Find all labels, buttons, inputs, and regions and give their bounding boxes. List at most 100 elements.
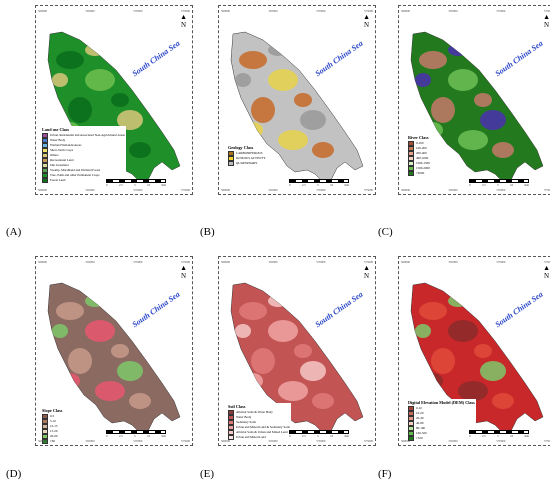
legend-label: 15-20 <box>50 429 58 434</box>
tick-label: 560000 <box>221 9 230 13</box>
legend-swatch <box>42 429 48 434</box>
tick-label: 560000 <box>38 188 47 192</box>
scale-label: 2.5 <box>301 183 306 187</box>
tick-label: 575000 <box>180 439 190 443</box>
legend-swatch <box>228 425 234 430</box>
map-zone <box>300 361 326 381</box>
coordinate-ticks-bottom: 560000 565000 570000 575000 <box>221 439 373 443</box>
legend-label: Others <box>50 153 59 158</box>
legend-label: >60 <box>50 439 55 444</box>
legend-swatch <box>42 138 48 143</box>
legend-label: CARBONIFEROUS <box>236 151 263 156</box>
tick-label: 565000 <box>85 439 95 443</box>
north-arrow-icon: ▲ N <box>363 264 370 281</box>
map-zone <box>415 73 431 87</box>
legend-item: Short-Term Crops <box>42 148 125 153</box>
coordinate-ticks-top: 560000 565000 570000 575000 <box>221 260 373 264</box>
tick-label: 560000 <box>38 439 47 443</box>
legend-title: River Class <box>408 135 429 140</box>
map-panel-d: 560000 565000 570000 575000 South China Sea ▲… <box>35 256 193 446</box>
tick-label: 575000 <box>543 9 550 13</box>
scale-label: Km <box>344 434 350 438</box>
map-zone <box>85 69 115 91</box>
tick-label: 560000 <box>401 188 410 192</box>
legend-label: Swamp, Marshland and Wetland Forest <box>50 168 101 173</box>
legend-item: >2000 <box>408 171 430 176</box>
legend-swatch <box>408 431 414 436</box>
legend-label: 0-100 <box>416 141 424 146</box>
legend-item: CARBONIFEROUS <box>228 151 266 156</box>
north-arrow-icon: ▲ N <box>543 13 550 30</box>
legend-label: 1000-1500 <box>416 161 430 166</box>
tick-label: 570000 <box>133 188 143 192</box>
legend-label: Urban and Mixed Land & Sedentary Soils <box>236 425 290 430</box>
tick-label: 575000 <box>180 260 190 264</box>
legend-label: Urban and Mixed Land <box>236 435 266 440</box>
tick-label: 575000 <box>180 9 190 13</box>
scale-label: 5 <box>134 183 136 187</box>
map-zone <box>268 44 288 56</box>
legend-swatch <box>408 151 414 156</box>
scale-label: Km <box>524 434 530 438</box>
tick-label: 575000 <box>543 439 550 443</box>
legend-label: Forest Land <box>50 178 66 183</box>
map-panel-b: 560000 565000 570000 575000 South China Sea ▲… <box>218 5 376 195</box>
map-legend: River Class 0-100 100-200 200-400 400-1000 10… <box>407 134 431 177</box>
legend-swatch <box>42 424 48 429</box>
coordinate-ticks-bottom: 560000 565000 570000 575000 <box>401 188 550 192</box>
coordinate-ticks-bottom: 560000 565000 570000 575000 <box>401 439 550 443</box>
map-legend: Soil Class Alluvial Soils & Water Body Wat… <box>227 403 291 441</box>
legend-item: Wetland Wetlands/Areas <box>42 143 125 148</box>
legend-item: Alluvial Soils & Water Body <box>228 410 290 415</box>
legend-label: Urban, Residential and Associated Non-Ag… <box>50 133 125 138</box>
legend-item: >60 <box>42 439 62 444</box>
north-label: N <box>181 21 187 29</box>
coordinate-ticks-bottom: 560000 565000 570000 575000 <box>221 188 373 192</box>
legend-item: 400-1000 <box>408 156 430 161</box>
panel-label-a: (A) <box>6 226 22 238</box>
map-panel-e: 560000 565000 570000 575000 South China Sea ▲… <box>218 256 376 446</box>
tick-label: 575000 <box>363 439 373 443</box>
north-label: N <box>364 272 370 280</box>
legend-swatch <box>228 156 234 161</box>
scale-label: Km <box>344 183 350 187</box>
map-zone <box>415 324 431 338</box>
map-zone <box>448 69 478 91</box>
legend-item: Urban, Residential and Associated Non-Ag… <box>42 133 125 138</box>
legend-item: Sedentary Soils <box>228 420 290 425</box>
map-zone <box>448 295 468 307</box>
legend-item: Recreational Land <box>42 158 125 163</box>
legend-swatch <box>228 420 234 425</box>
map-legend: Geology Class CARBONIFEROUS IGNEOUS ACTIVI… <box>227 144 267 167</box>
legend-item: 100-200 <box>408 146 430 151</box>
panel-label-c: (C) <box>378 226 393 238</box>
coordinate-ticks-top: 560000 565000 570000 575000 <box>401 9 550 13</box>
map-zone <box>448 320 478 342</box>
scale-label: 10 <box>147 434 151 438</box>
map-zone <box>60 373 80 389</box>
tick-label: 560000 <box>401 260 410 264</box>
legend-label: Alluvial Soils & Water Body <box>236 410 273 415</box>
map-zone <box>52 73 68 87</box>
panel-label-d: (D) <box>6 468 22 480</box>
coordinate-ticks-top: 560000 565000 570000 575000 <box>221 9 373 13</box>
legend-item: 20-60 <box>42 434 62 439</box>
map-legend: Slope Class 0-5 5-10 10-15 15-20 20-60 >60 <box>41 407 64 445</box>
legend-swatch <box>408 161 414 166</box>
map-zone <box>268 295 288 307</box>
scale-label: 5 <box>134 434 136 438</box>
map-zone <box>239 302 267 320</box>
legend-item: 20-40 <box>408 416 475 421</box>
legend-title: Digital Elevation Model (DEM) Class <box>408 400 475 405</box>
legend-title: Soil Class <box>228 404 246 409</box>
scale-label: 10 <box>510 434 514 438</box>
map-zone <box>68 348 92 374</box>
map-zone <box>56 302 84 320</box>
legend-title: Slope Class <box>42 408 63 413</box>
legend-item: Swamp, Marshland and Wetland Forest <box>42 168 125 173</box>
tick-label: 560000 <box>38 9 47 13</box>
map-zone <box>129 142 151 158</box>
panel-label-f: (F) <box>378 468 392 480</box>
scale-label: 5 <box>497 434 499 438</box>
scale-label: 10 <box>510 183 514 187</box>
